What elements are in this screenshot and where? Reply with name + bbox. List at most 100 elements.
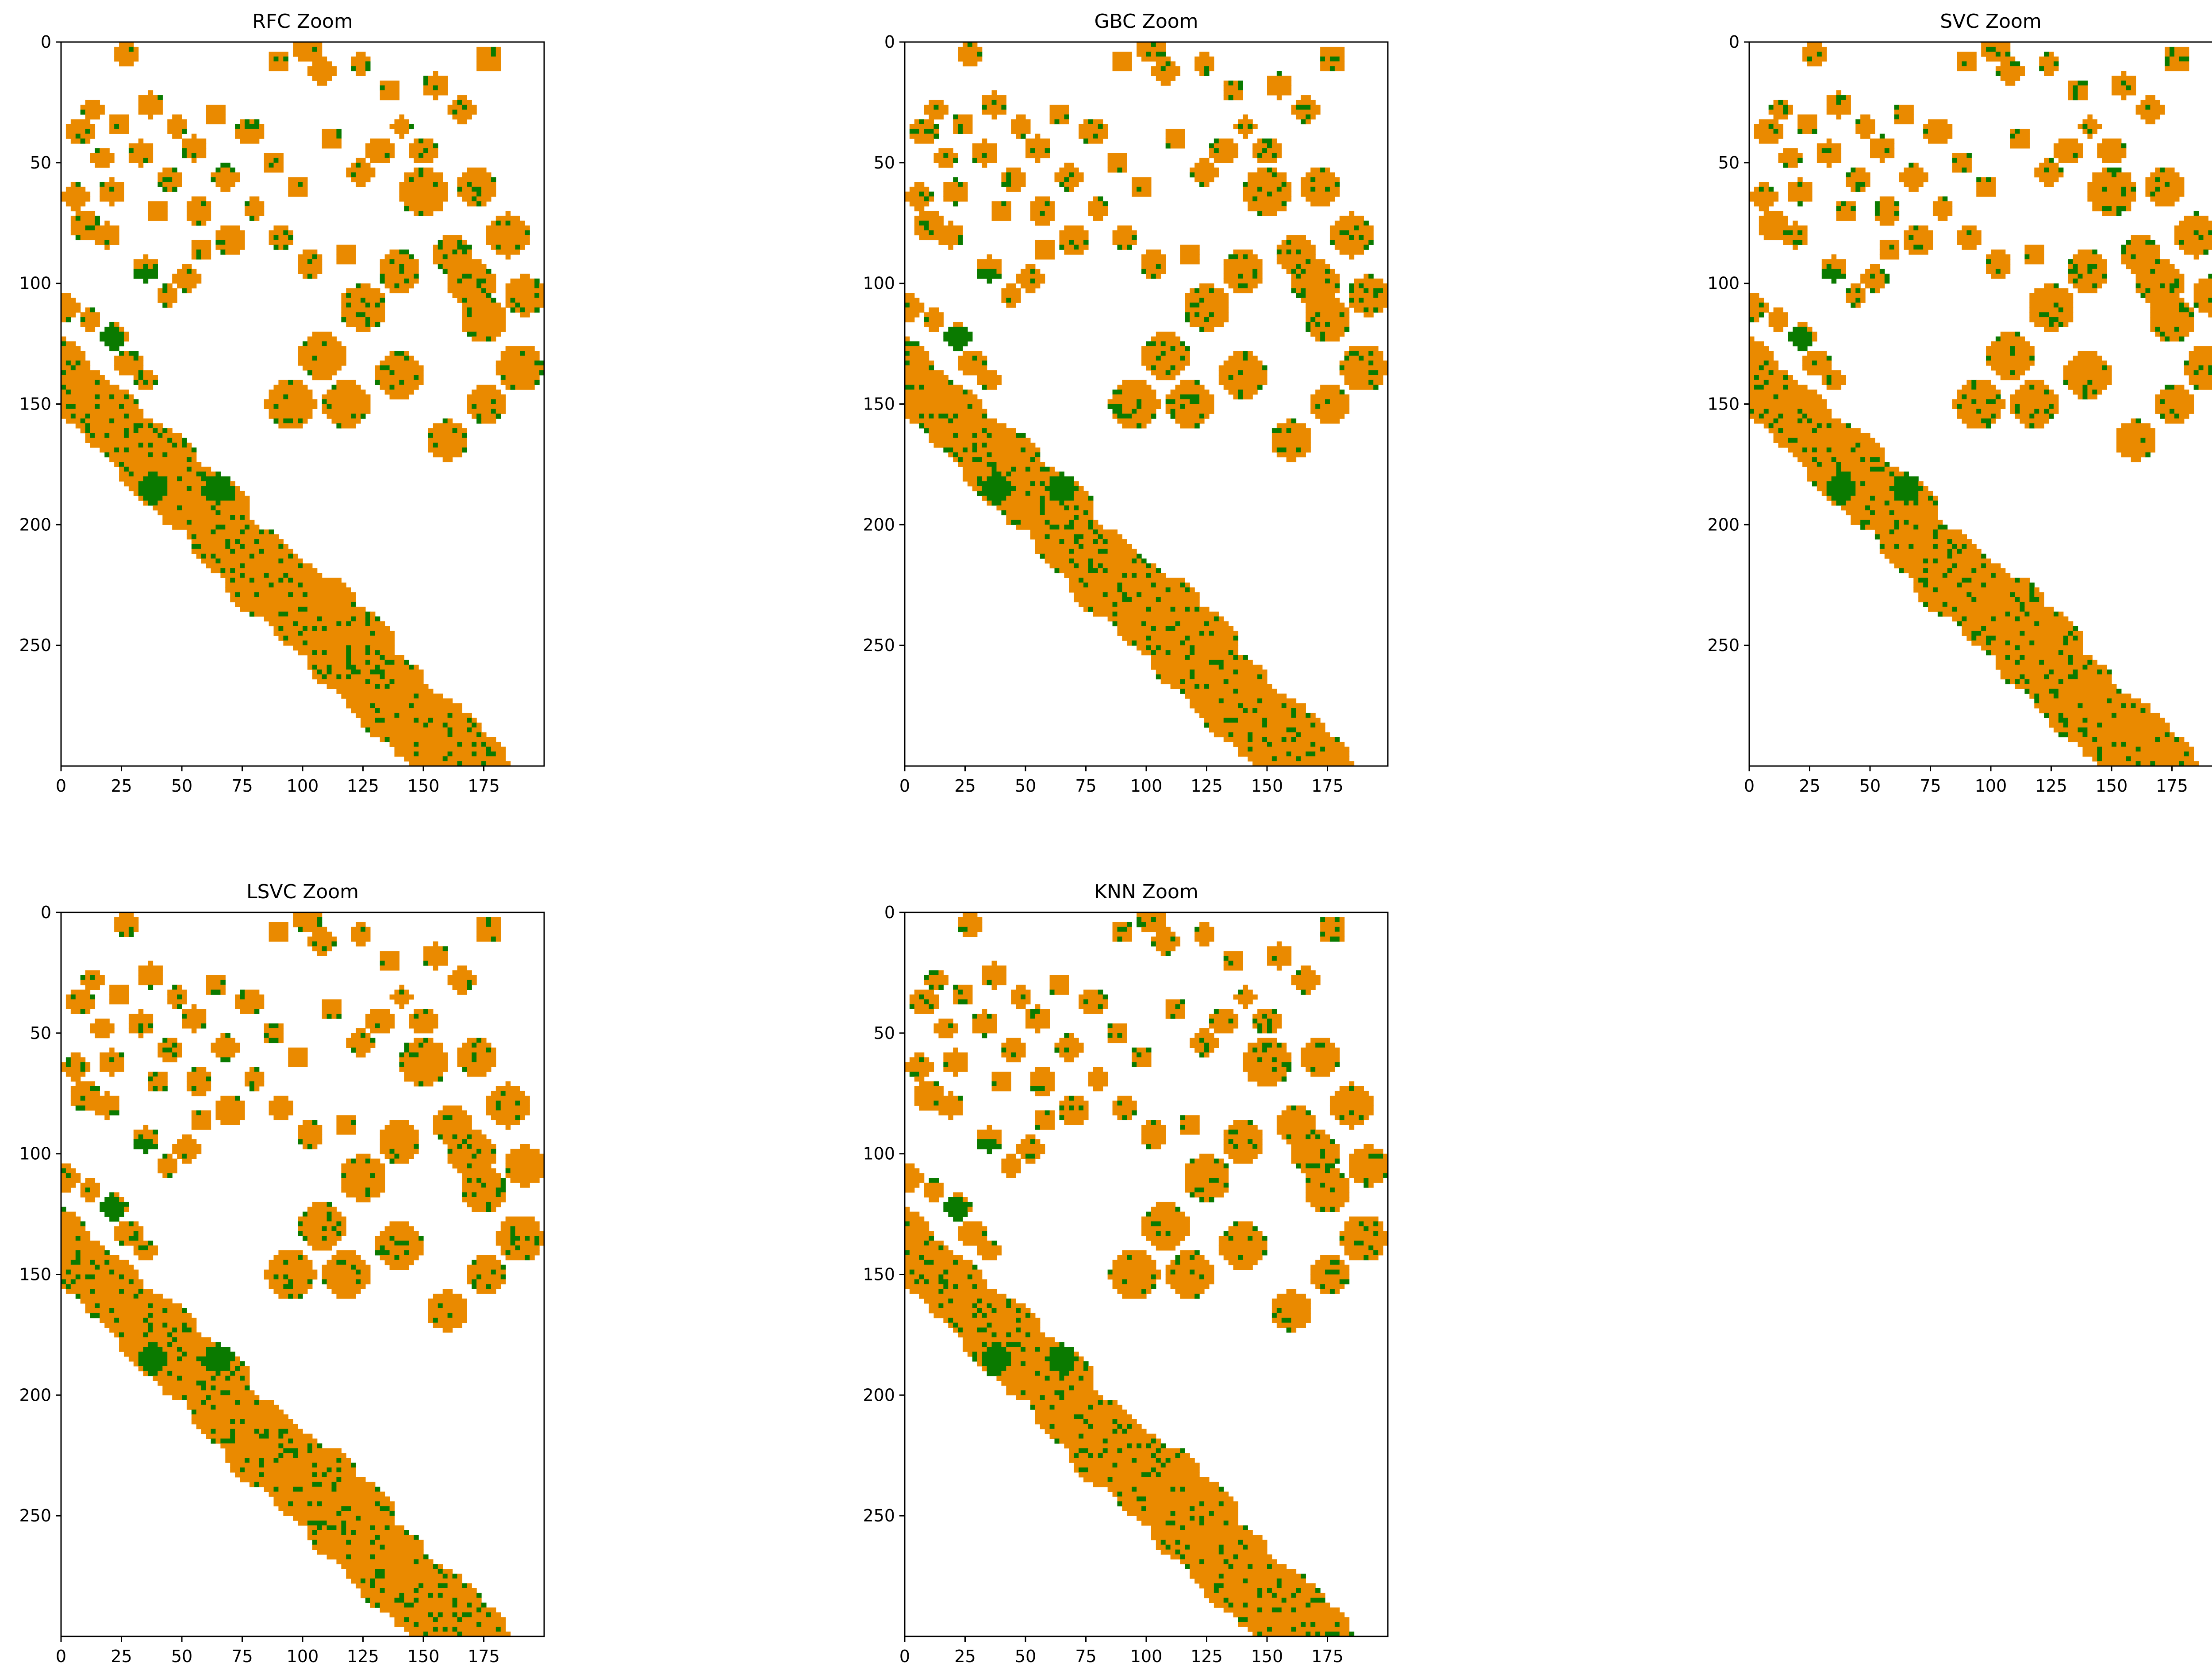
map-cell-class-2: [326, 1211, 332, 1217]
map-cell-class-2: [2010, 61, 2020, 67]
map-cell-class-1: [457, 177, 492, 183]
map-cell-class-2: [486, 1284, 492, 1289]
map-cell-class-1: [1334, 240, 1369, 245]
map-cell-class-2: [1291, 268, 1297, 274]
map-cell-class-1: [143, 1289, 154, 1294]
map-cell-class-1: [2092, 206, 2102, 211]
map-cell-class-1: [1011, 119, 1031, 125]
map-cell-class-1: [215, 553, 250, 559]
map-cell-class-1: [100, 1052, 119, 1057]
map-cell-class-2: [85, 1188, 91, 1193]
map-cell-class-1: [1083, 989, 1098, 995]
map-cell-class-1: [394, 119, 409, 125]
map-cell-class-1: [336, 259, 356, 264]
map-cell-class-1: [404, 379, 424, 385]
map-cell-class-2: [2044, 167, 2049, 173]
map-cell-class-1: [428, 76, 448, 81]
map-cell-class-1: [264, 1458, 274, 1463]
map-cell-class-1: [924, 104, 934, 110]
map-cell-class-1: [389, 124, 409, 130]
map-cell-class-1: [905, 375, 949, 380]
map-cell-class-2: [1243, 356, 1248, 361]
map-cell-class-1: [476, 1260, 501, 1265]
map-cell-class-1: [1879, 157, 1885, 163]
map-cell-class-1: [1156, 61, 1166, 67]
map-cell-class-1: [273, 1496, 390, 1502]
map-cell-class-1: [505, 298, 511, 303]
map-cell-class-2: [2082, 664, 2088, 670]
map-cell-class-1: [273, 1255, 298, 1260]
map-cell-class-1: [1788, 192, 1813, 197]
map-cell-class-2: [273, 1274, 279, 1280]
map-cell-class-1: [1233, 80, 1239, 86]
map-cell-class-2: [929, 1004, 934, 1009]
map-cell-class-1: [905, 389, 963, 395]
map-cell-class-1: [1199, 288, 1210, 294]
map-cell-class-2: [938, 985, 944, 990]
map-cell-class-1: [2082, 751, 2097, 757]
map-cell-class-1: [148, 201, 168, 207]
map-cell-class-2: [1069, 240, 1074, 245]
map-cell-class-1: [2010, 129, 2016, 134]
map-cell-class-1: [288, 230, 293, 236]
map-cell-class-2: [143, 1366, 163, 1372]
map-cell-class-2: [1320, 917, 1325, 923]
map-cell-class-1: [148, 1245, 158, 1251]
map-cell-class-1: [1218, 370, 1239, 375]
map-cell-class-1: [953, 129, 958, 134]
map-cell-class-1: [1759, 230, 1784, 236]
map-cell-class-1: [1773, 307, 1784, 313]
map-cell-class-1: [500, 1250, 506, 1256]
map-cell-class-1: [1088, 510, 1094, 516]
map-cell-class-1: [2135, 254, 2160, 260]
map-cell-class-1: [2000, 336, 2025, 342]
map-cell-class-1: [467, 399, 492, 405]
map-cell-class-1: [264, 167, 284, 173]
map-cell-class-2: [1093, 539, 1098, 544]
map-cell-class-1: [244, 206, 265, 211]
map-cell-class-1: [399, 134, 404, 139]
map-cell-class-1: [283, 1443, 308, 1448]
map-cell-class-1: [1816, 157, 1842, 163]
map-cell-class-1: [987, 153, 997, 158]
map-cell-class-1: [2049, 167, 2059, 173]
map-cell-class-1: [1112, 927, 1118, 932]
map-cell-class-2: [1122, 597, 1132, 602]
map-cell-class-2: [987, 495, 1006, 501]
map-cell-class-2: [2068, 659, 2074, 665]
map-cell-class-1: [2082, 703, 2122, 709]
map-cell-class-1: [972, 148, 997, 153]
map-cell-class-1: [259, 1429, 265, 1434]
map-cell-class-1: [933, 153, 944, 158]
map-cell-class-2: [423, 1038, 429, 1043]
map-cell-class-2: [1836, 462, 1842, 467]
map-cell-class-1: [90, 442, 139, 448]
map-cell-class-1: [288, 1274, 318, 1280]
map-cell-class-1: [2010, 399, 2059, 405]
map-cell-class-2: [428, 1593, 434, 1598]
x-tick-label: 100: [1130, 776, 1163, 796]
map-cell-class-1: [341, 1163, 385, 1168]
map-cell-class-1: [1855, 447, 1885, 453]
map-cell-class-1: [380, 1149, 390, 1154]
map-cell-class-1: [409, 1019, 438, 1024]
map-cell-class-1: [1841, 467, 1870, 472]
map-cell-class-1: [365, 148, 395, 153]
map-cell-class-1: [167, 490, 202, 496]
map-cell-class-1: [1112, 235, 1132, 241]
map-cell-class-1: [982, 476, 987, 482]
map-cell-class-1: [1112, 51, 1132, 57]
map-cell-class-1: [1151, 655, 1185, 660]
map-cell-class-2: [249, 215, 255, 221]
y-tick-label: 250: [863, 636, 895, 655]
map-cell-class-2: [404, 659, 409, 665]
map-cell-class-1: [128, 414, 144, 419]
map-cell-class-2: [1807, 56, 1813, 62]
map-cell-class-2: [1306, 713, 1311, 718]
map-cell-class-1: [346, 698, 453, 704]
map-cell-class-1: [1991, 249, 2006, 255]
map-cell-class-2: [114, 124, 119, 130]
map-cell-class-1: [85, 1096, 119, 1101]
map-cell-class-1: [2034, 172, 2064, 178]
map-cell-class-1: [423, 85, 434, 91]
